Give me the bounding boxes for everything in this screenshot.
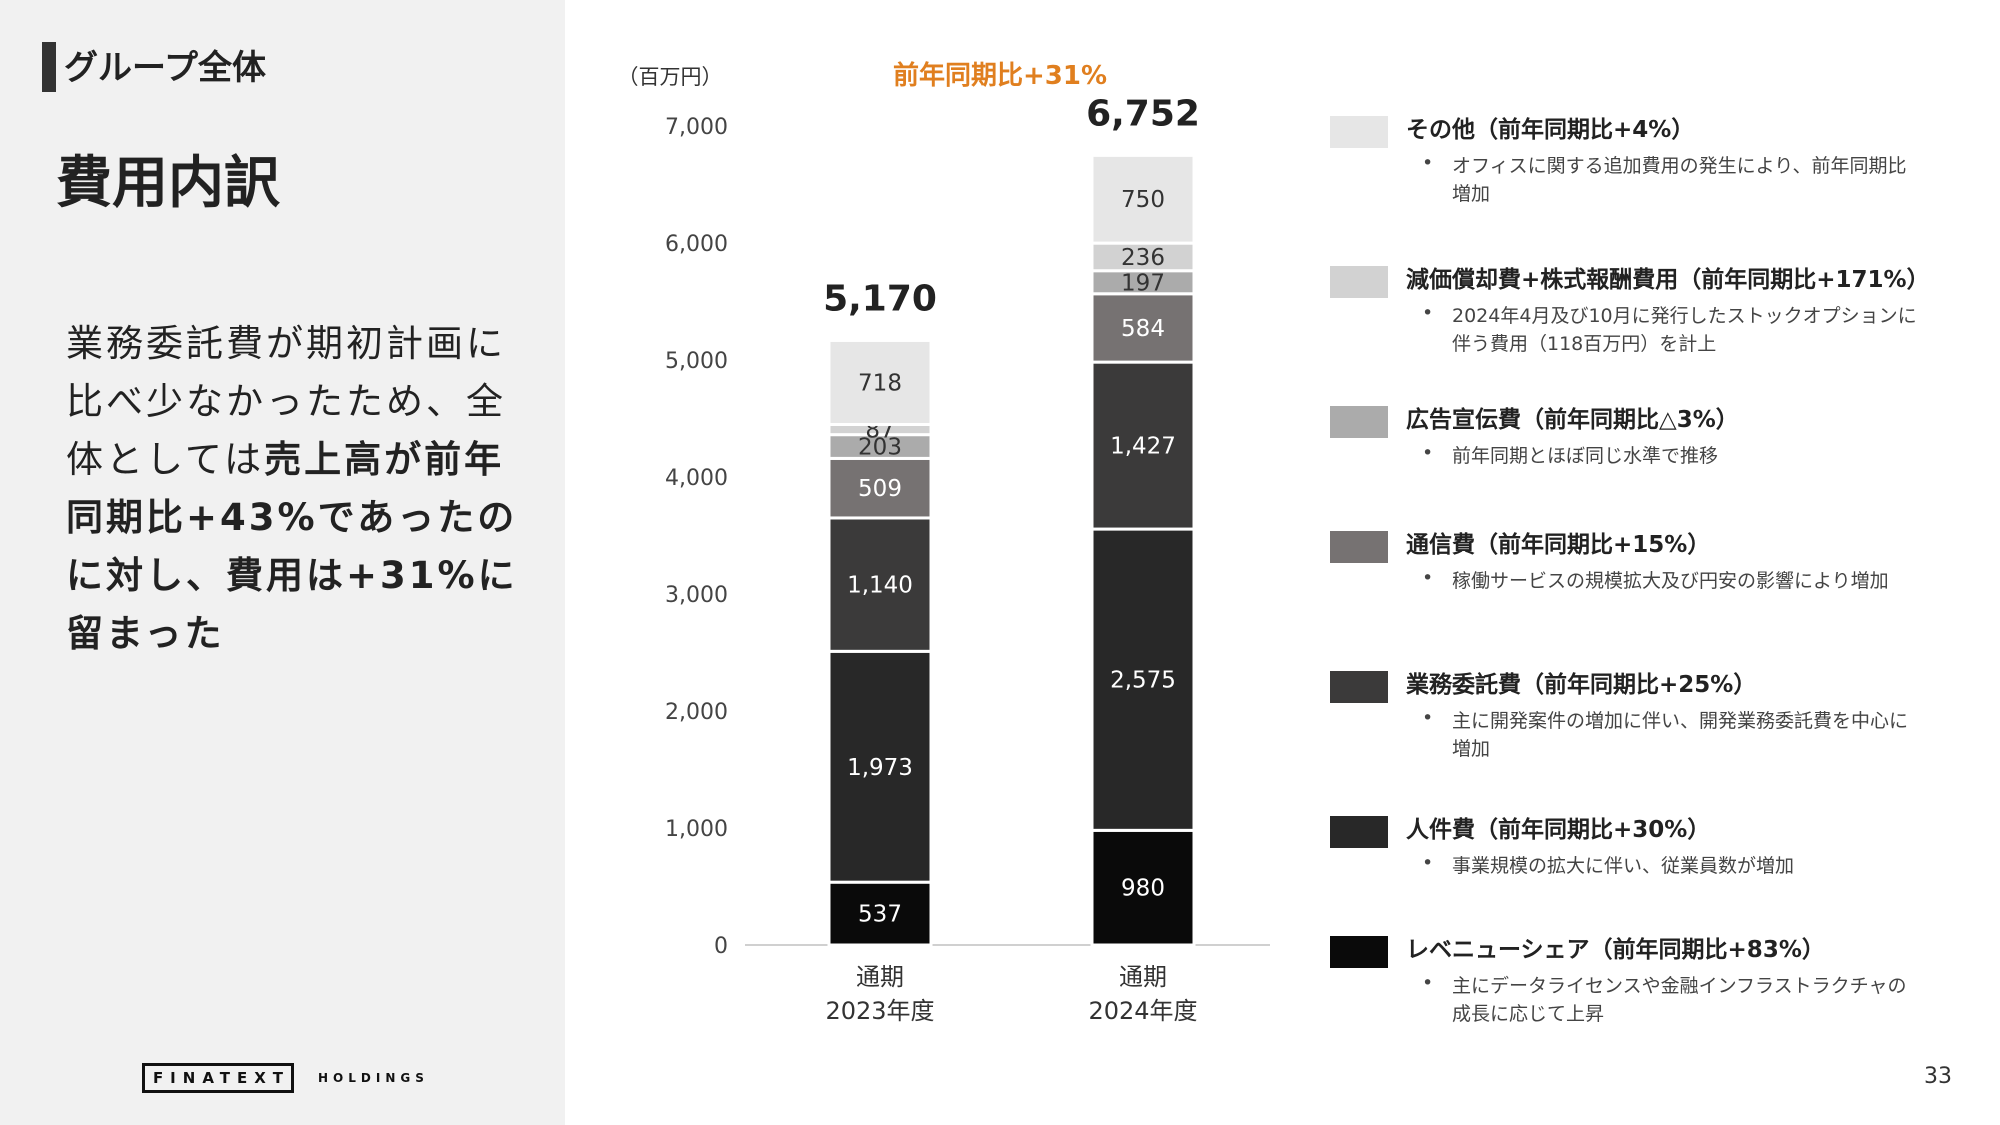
x-category-label: 2023年度 [825, 997, 934, 1025]
y-tick-label: 6,000 [665, 232, 728, 257]
bar-total-label: 6,752 [1086, 93, 1200, 134]
bar-data-label: 203 [858, 435, 902, 461]
section-label: グループ全体 [64, 48, 266, 88]
bar-segment [827, 516, 933, 653]
expense-stacked-bar-chart: （百万円） 前年同期比+31% 0 1,000 2,000 3,000 4,000 5,000… [600, 50, 1300, 1040]
bullet-icon: • [1422, 302, 1434, 324]
legend-description: 2024年4月及び10月に発行したストックオプションに伴う費用（118百万円）を… [1452, 305, 1917, 355]
page-number: 33 [1924, 1064, 1952, 1089]
legend-title: 広告宣伝費（前年同期比△3%） [1406, 407, 1739, 433]
y-tick-label: 3,000 [665, 583, 728, 608]
left-panel: グループ全体 費用内訳 業務委託費が期初計画に比べ少なかったため、全体としては売… [0, 0, 565, 1125]
bar-data-label: 1,140 [847, 573, 913, 599]
legend-swatch [1330, 816, 1388, 848]
legend-title: 業務委託費（前年同期比+25%） [1406, 672, 1757, 698]
growth-label: 前年同期比+31% [893, 60, 1107, 91]
legend-swatch [1330, 266, 1388, 298]
bar-data-label: 2,575 [1110, 668, 1176, 694]
bar-data-label: 584 [1121, 316, 1165, 342]
bar-data-label: 197 [1121, 270, 1165, 296]
x-category-label: 2024年度 [1088, 997, 1197, 1025]
summary-part-1: 業務委託費が期初計画に比べ少なかったため、全体としては [66, 322, 506, 481]
legend-description: 事業規模の拡大に伴い、従業員数が増加 [1452, 855, 1795, 877]
company-logo-sub: HOLDINGS [318, 1071, 429, 1085]
page-title: 費用内訳 [56, 151, 280, 216]
y-tick-label: 7,000 [665, 115, 728, 140]
legend-title: 通信費（前年同期比+15%） [1406, 532, 1711, 558]
company-logo: FINATEXT [142, 1063, 294, 1093]
y-tick-label: 4,000 [665, 466, 728, 491]
legend-swatch [1330, 531, 1388, 563]
summary-text: 業務委託費が期初計画に比べ少なかったため、全体としては売上高が前年同期比+43%… [66, 315, 518, 663]
bar-data-label: 718 [858, 370, 902, 396]
bullet-icon: • [1422, 707, 1434, 729]
legend-title: その他（前年同期比+4%） [1406, 117, 1695, 143]
legend-swatch [1330, 936, 1388, 968]
bar-data-label: 236 [1121, 245, 1165, 271]
legend-description: オフィスに関する追加費用の発生により、前年同期比増加 [1452, 155, 1907, 205]
bar-segment [1090, 153, 1196, 245]
bar-segment [827, 338, 933, 426]
bar-data-label: 1,427 [1110, 434, 1176, 460]
bullet-icon: • [1422, 972, 1434, 994]
legend-description: 前年同期とほぼ同じ水準で推移 [1452, 445, 1719, 467]
bullet-icon: • [1422, 442, 1434, 464]
legend-swatch [1330, 406, 1388, 438]
bar-data-label: 537 [858, 902, 902, 928]
bullet-icon: • [1422, 852, 1434, 874]
legend-description: 稼働サービスの規模拡大及び円安の影響により増加 [1452, 570, 1889, 592]
unit-label: （百万円） [618, 65, 723, 89]
bar-segment [1090, 828, 1196, 947]
bar-segment [1090, 527, 1196, 832]
bullet-icon: • [1422, 152, 1434, 174]
bar-segment [827, 880, 933, 947]
bar-data-label: 750 [1121, 187, 1165, 213]
legend-swatch [1330, 671, 1388, 703]
legend-swatch [1330, 116, 1388, 148]
x-category-label: 通期 [1119, 963, 1167, 991]
bar-data-label: 509 [858, 476, 902, 502]
bar-data-label: 1,973 [847, 755, 913, 781]
bar-segment [1090, 241, 1196, 273]
section-marker [42, 42, 56, 92]
bullet-icon: • [1422, 567, 1434, 589]
bar-total-label: 5,170 [823, 278, 937, 319]
summary-part-2-bold: 売上高が前年同期比+43%であったのに対し、費用は+31%に留まった [66, 438, 518, 655]
x-category-label: 通期 [856, 963, 904, 991]
y-tick-label: 5,000 [665, 349, 728, 374]
y-tick-label: 0 [714, 934, 728, 959]
legend-title: 減価償却費+株式報酬費用（前年同期比+171%） [1406, 267, 1930, 293]
y-tick-label: 1,000 [665, 817, 728, 842]
legend-description: 主に開発案件の増加に伴い、開発業務委託費を中心に増加 [1452, 710, 1909, 760]
y-tick-label: 2,000 [665, 700, 728, 725]
bar-segment [1090, 360, 1196, 531]
bar-data-label: 980 [1121, 876, 1165, 902]
chart-svg: （百万円） 前年同期比+31% 0 1,000 2,000 3,000 4,000 5,000… [618, 60, 1270, 1025]
legend-title: 人件費（前年同期比+30%） [1406, 817, 1711, 843]
legend-description: 主にデータライセンスや金融インフラストラクチャの成長に応じて上昇 [1452, 975, 1907, 1025]
legend-title: レベニューシェア（前年同期比+83%） [1406, 937, 1825, 963]
